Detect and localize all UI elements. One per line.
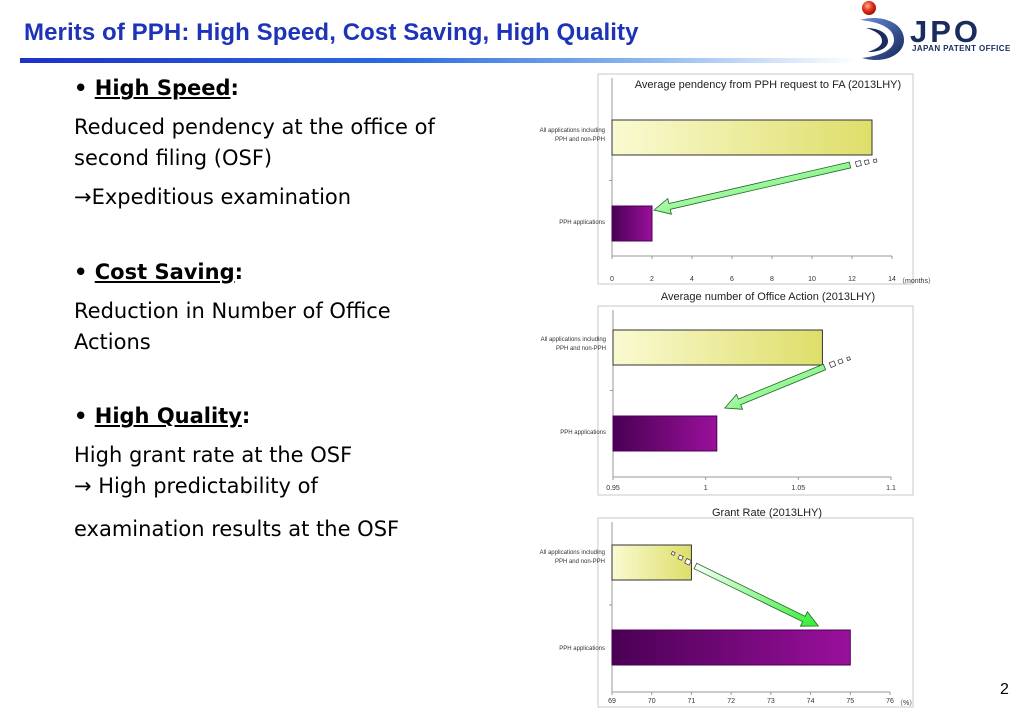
arrow-tail-box [828,360,837,368]
jpo-emblem-icon [860,1,904,60]
arrow-tail-box [872,158,878,163]
x-tick-label: 76 [886,698,894,705]
slide-title: Merits of PPH: High Speed, Cost Saving, … [24,19,639,46]
category-label: PPH applications [560,430,606,436]
arrow-tail-box [677,554,684,561]
x-tick-label: 8 [770,276,774,283]
x-tick-label: 2 [650,276,654,283]
page-number: 2 [1000,681,1009,698]
logo-subtext: JAPAN PATENT OFFICE [912,44,1011,53]
x-tick-label: 0.95 [606,485,620,492]
bar-all-applications [612,329,823,366]
pendency-chart: Average pendency from PPH request to FA … [540,73,935,285]
arrow-tail-box [684,558,692,566]
arrow-tail-box [670,550,676,556]
chart-frame [597,73,914,285]
chart-title: Average number of Office Action (2013LHY… [661,291,875,303]
chart-title: Grant Rate (2013LHY) [712,507,822,519]
bar-pph-applications [612,415,718,452]
category-label: PPH and non-PPH [556,346,606,352]
x-tick-label: 73 [767,698,775,705]
arrow-tail-box [863,159,870,165]
x-tick-label: 70 [648,698,656,705]
jpo-logo: JPO JAPAN PATENT OFFICE [858,0,1020,64]
category-label: PPH applications [559,220,605,226]
x-tick-label: 14 [888,276,896,283]
high-speed-text: Reduced pendency at the office of second… [74,115,435,209]
x-unit-label: （months） [898,277,935,285]
category-label: All applications including [541,337,606,343]
bar-all-applications [611,544,692,581]
trend-arrow [723,363,827,410]
x-tick-label: 1 [704,485,708,492]
title-underline [20,58,858,63]
chart-title: Average pendency from PPH request to FA … [635,79,901,91]
grant-rate-chart: Grant Rate (2013LHY) 69 70 71 72 73 74 75 76 （%） A… [540,507,916,708]
x-tick-label: 0 [610,276,614,283]
x-tick-label: 71 [688,698,696,705]
arrow-tail-box [854,160,862,168]
bar-pph-applications [611,205,653,242]
arrow-tail-box [846,356,851,362]
bullet-heading-speed: • High Speed: [74,76,239,100]
logo-wordmark: JPO [910,14,982,49]
bullet-heading-cost: • Cost Saving: [74,260,244,284]
x-unit-label: （%） [896,699,916,707]
x-tick-label: 72 [727,698,735,705]
category-label: PPH applications [559,646,605,652]
category-label: PPH and non-PPH [555,559,605,565]
high-quality-text: High grant rate at the OSF → High predic… [74,443,400,541]
x-tick-label: 69 [608,698,616,705]
bar-all-applications [611,119,873,156]
heading-cost-saving: Cost Saving [94,260,235,284]
x-tick-label: 1.1 [886,485,896,492]
category-label: PPH and non-PPH [555,137,605,143]
trend-arrow [693,562,820,627]
heading-high-quality: High Quality [94,404,242,428]
bullet-heading-quality: • High Quality: [74,404,251,428]
arrow-tail-box [837,358,844,365]
trend-arrow [653,161,852,215]
x-tick-label: 1.05 [792,485,806,492]
category-label: All applications including [540,550,605,556]
x-tick-label: 75 [846,698,854,705]
x-tick-label: 10 [808,276,816,283]
x-tick-label: 6 [730,276,734,283]
office-action-chart: Average number of Office Action (2013LHY… [541,291,914,496]
x-tick-label: 12 [848,276,856,283]
x-tick-label: 74 [807,698,815,705]
bar-pph-applications [611,629,851,666]
category-label: All applications including [540,128,605,134]
x-tick-label: 4 [690,276,694,283]
cost-saving-text: Reduction in Number of Office Actions [74,299,391,354]
bullet-list: • High Speed: Reduced pendency at the of… [74,76,524,545]
heading-high-speed: High Speed [94,76,231,100]
